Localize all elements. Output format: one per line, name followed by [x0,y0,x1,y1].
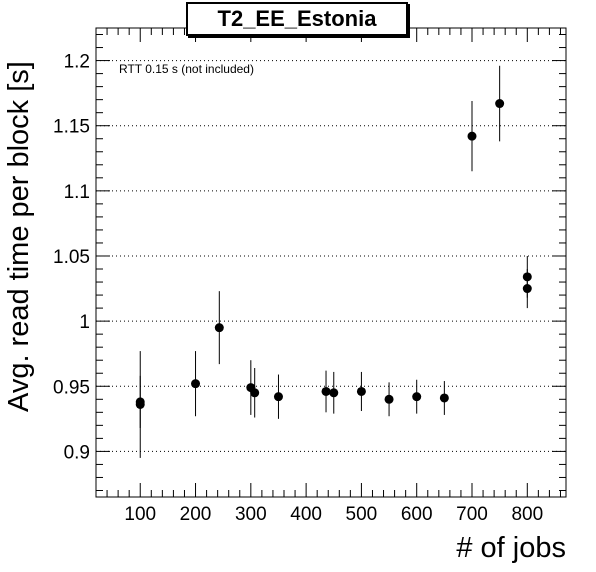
data-point [467,131,477,141]
y-axis-label: Avg. read time per block [s] [3,61,35,412]
y-tick-label: 1.05 [53,247,90,268]
data-point [273,392,283,402]
x-tick-label: 800 [511,504,543,525]
annotation-rtt: RTT 0.15 s (not included) [119,62,254,76]
data-point [135,397,145,407]
axis-ticks [95,28,566,497]
chart-title: T2_EE_Estonia [186,2,408,36]
data-point [495,99,505,109]
data-point [356,386,366,396]
x-tick-label: 300 [235,504,267,525]
y-tick-label: 0.95 [53,377,90,398]
x-tick-label: 600 [401,504,433,525]
x-tick-labels: 100 200 300 400 500 600 700 800 [124,504,543,525]
data-point [191,379,201,389]
y-tick-label: 1 [79,312,90,333]
data-point [439,393,449,403]
plot-frame [95,27,567,498]
x-tick-label: 700 [456,504,488,525]
data-point [321,386,331,396]
y-tick-label: 1.2 [64,52,90,73]
x-tick-label: 100 [124,504,156,525]
y-tick-label: 0.9 [64,442,90,463]
x-tick-label: 400 [290,504,322,525]
data-points [135,65,532,458]
x-tick-label: 200 [180,504,212,525]
data-point [412,392,422,402]
y-tick-label: 1.15 [53,117,90,138]
y-tick-labels: 0.9 0.95 1 1.05 1.1 1.15 1.2 [53,52,90,464]
x-tick-label: 500 [346,504,378,525]
data-point [250,388,260,398]
x-axis-label: # of jobs [456,532,566,564]
data-point [329,388,339,398]
data-point [214,323,224,333]
y-tick-label: 1.1 [64,182,90,203]
data-point [522,284,532,294]
data-point [384,394,394,404]
